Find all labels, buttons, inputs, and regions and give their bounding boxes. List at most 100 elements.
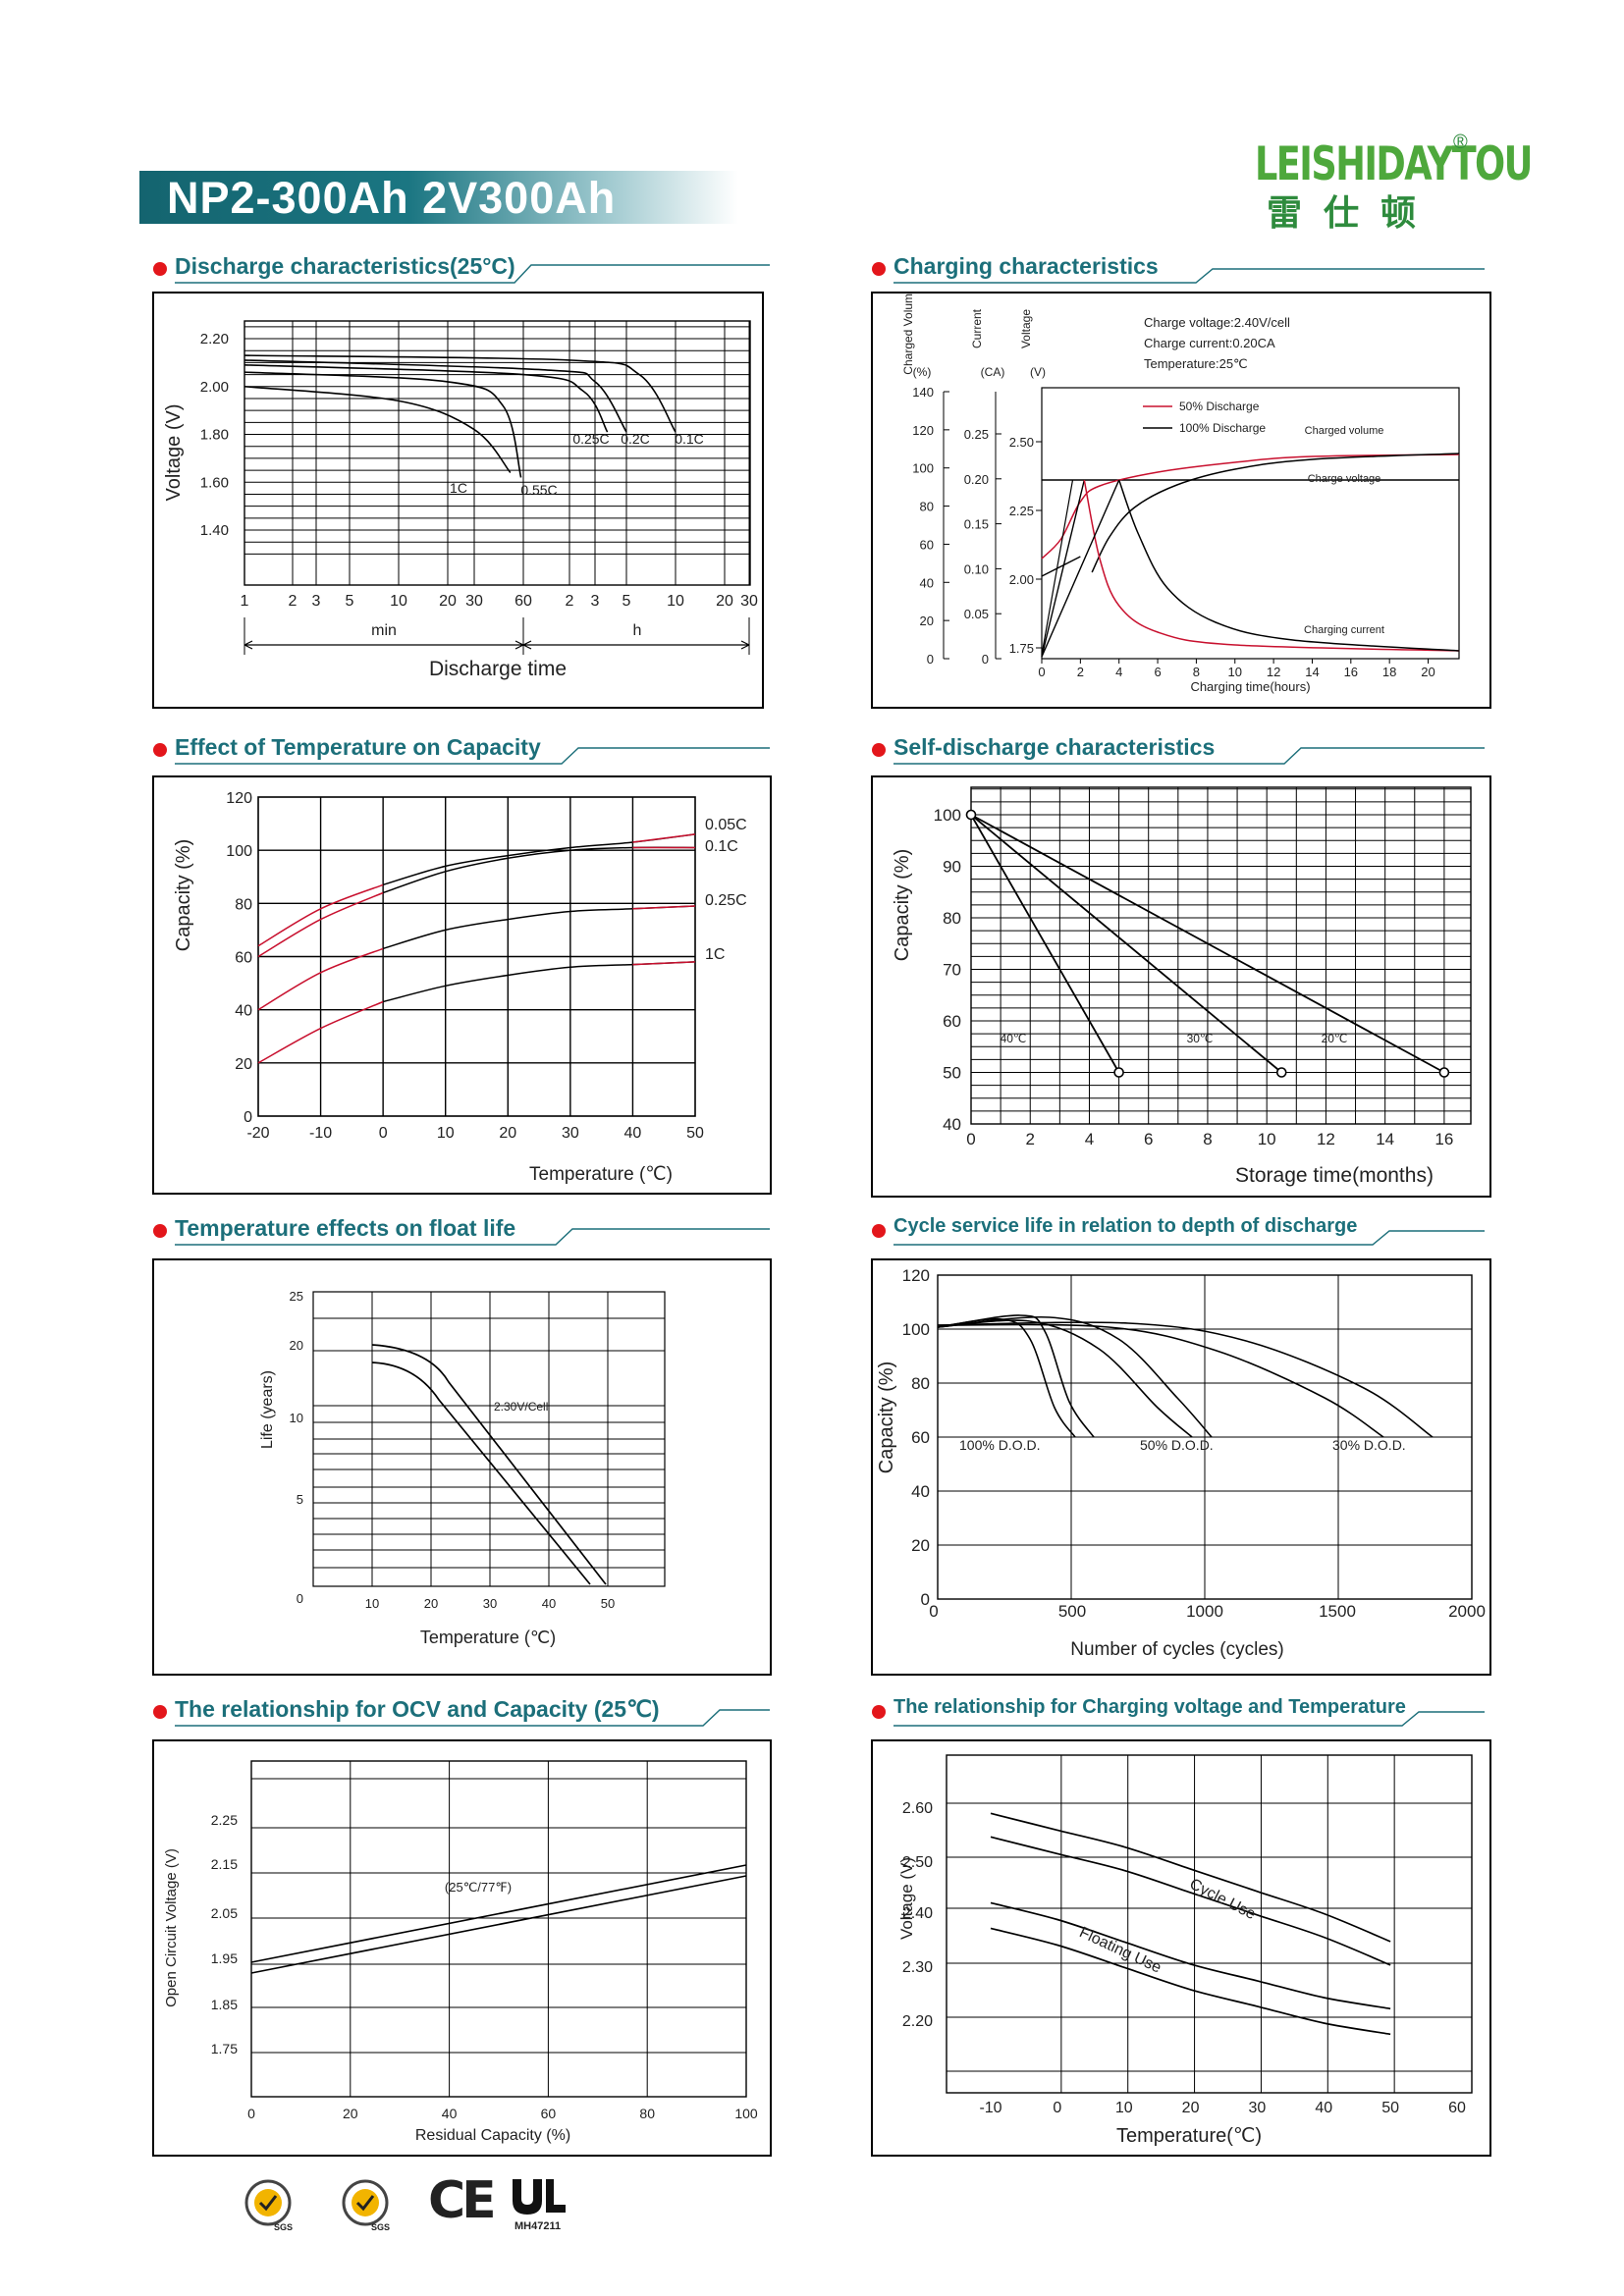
axis-title-charged-volume: Charged Volume: [901, 294, 915, 375]
y-tick-label: 2.25: [211, 1812, 238, 1828]
section-underline: [893, 1711, 1485, 1727]
series-line: [244, 385, 512, 474]
x-tick-label: 1500: [1319, 1602, 1356, 1621]
series-label: 0.1C: [675, 431, 704, 447]
x-tick-label: 20: [1421, 665, 1435, 679]
data-point: [965, 809, 977, 821]
y-tick-label: 80: [235, 896, 252, 913]
series-line: [382, 961, 696, 1003]
x-tick-label: 8: [1193, 665, 1200, 679]
x-tick-label: -10: [309, 1125, 332, 1142]
y-tick-label: 70: [943, 961, 961, 980]
series-label: Cycle Use: [1187, 1876, 1259, 1923]
section-header-cycle-life: Cycle service life in relation to depth …: [872, 1215, 1490, 1246]
x-tick-label: 20: [1182, 2100, 1200, 2116]
x-axis-title: Number of cycles (cycles): [1070, 1639, 1284, 1660]
section-underline: [175, 1228, 770, 1246]
x-tick-label: 80: [639, 2106, 655, 2121]
x-tick-label: 14: [1376, 1130, 1394, 1148]
series-line: [970, 814, 1445, 1074]
x-tick-label: 50: [686, 1125, 704, 1142]
y-tick-label: 20: [235, 1056, 252, 1073]
x-tick-label: -10: [979, 2100, 1001, 2116]
ocv-line-upper: [250, 1864, 747, 1963]
y-tick-label: 0.20: [964, 472, 989, 487]
brand-logo: LEISHIDAYTOU: [1255, 137, 1533, 191]
y-tick-label: 0.25: [964, 427, 989, 442]
chart-charging: Charged Volume Current Voltage (%) (CA) (V) 14…: [871, 292, 1491, 709]
y-tick-label: 2.15: [211, 1856, 238, 1872]
series-label: 1C: [450, 480, 467, 496]
series-line: [244, 364, 609, 433]
y-tick-label: 120: [226, 790, 252, 807]
x-tick-label: 16: [1435, 1130, 1453, 1148]
y-tick-label: 0: [297, 1591, 303, 1606]
floating-use-line-upper: [990, 1901, 1391, 2010]
cycle-use-line-upper: [990, 1812, 1391, 1943]
series-line: [937, 1323, 1384, 1438]
series-line: [244, 359, 627, 433]
chart-float-life: 10 20 30 40 50 25 20 10 5 0 Temperature (℃) Life (y…: [152, 1258, 772, 1676]
x-group-label: min: [371, 622, 397, 639]
y-tick-label: 2.40: [902, 1905, 933, 1922]
charging-current-rise: [1041, 479, 1085, 658]
series-line: [937, 1314, 1095, 1438]
chart-note: Temperature:25℃: [1144, 356, 1248, 371]
x-tick-label: 3: [591, 593, 600, 610]
curve-annotation: 2.30V/Cell: [494, 1400, 548, 1414]
x-tick-label: 14: [1305, 665, 1319, 679]
y-tick-label: 80: [943, 909, 961, 928]
plot-area: [946, 1754, 1473, 2094]
y-tick-label: 2.25: [1009, 504, 1034, 518]
series-label: 0.25C: [572, 431, 609, 447]
section-underline: [175, 1709, 770, 1727]
y-tick-label: 40: [235, 1003, 252, 1020]
x-tick-label: 4: [1115, 665, 1122, 679]
x-tick-label: 30: [465, 593, 483, 610]
chart-ocv: 0 20 40 60 80 100 2.25 2.15 2.05 1.95 1.85 1.75 Resi…: [152, 1739, 772, 2157]
series-label: 0.25C: [705, 892, 747, 909]
y-tick-label: 40: [943, 1115, 961, 1134]
series-line: [244, 354, 677, 433]
section-header-float-life: Temperature effects on float life: [153, 1215, 772, 1246]
sgs-label: SGS: [371, 2222, 390, 2232]
y-tick-label: 60: [943, 1012, 961, 1031]
series-label: 50% D.O.D.: [1140, 1437, 1214, 1453]
y-tick-label: 2.50: [902, 1854, 933, 1871]
x-tick-label: 20: [716, 593, 733, 610]
curve-label: Charge voltage: [1308, 473, 1381, 485]
series-line: [970, 814, 1120, 1073]
sgs-certification-icon: SGS: [241, 2177, 299, 2237]
y-tick-label: 2.20: [902, 2013, 933, 2030]
y-tick-label: 20: [920, 614, 934, 628]
x-tick-label: 60: [541, 2106, 557, 2121]
y-tick-label: 2.60: [902, 1800, 933, 1817]
y-tick-label: 0.10: [964, 561, 989, 576]
series-label: 0.05C: [705, 817, 747, 833]
section-underline: [893, 268, 1485, 284]
series-label: 1C: [705, 946, 725, 963]
ul-mark-icon: MH47211: [509, 2173, 571, 2237]
axis-unit: (CA): [981, 365, 1005, 379]
y-tick-label: 20: [290, 1338, 303, 1353]
chart-note: Charge current:0.20CA: [1144, 336, 1275, 350]
x-tick-label: 20: [439, 593, 457, 610]
x-tick-label: 20: [499, 1125, 516, 1142]
section-header-charging-voltage: The relationship for Charging voltage an…: [872, 1696, 1490, 1727]
section-underline: [175, 747, 770, 765]
series-line-cold: [257, 947, 384, 1011]
axis-unit: (%): [913, 365, 932, 379]
x-axis-title: Temperature (℃): [529, 1164, 673, 1185]
x-tick-label: 2000: [1448, 1602, 1486, 1621]
x-tick-label: 0: [966, 1130, 975, 1148]
x-tick-label: 50: [1381, 2100, 1399, 2116]
section-header-discharge: Discharge characteristics(25°C): [153, 253, 772, 284]
y-tick-label: 2.00: [200, 379, 229, 396]
section-underline: [893, 747, 1485, 765]
x-tick-label: 5: [623, 593, 631, 610]
x-tick-label: 12: [1317, 1130, 1335, 1148]
x-tick-label: 0: [379, 1125, 388, 1142]
axis-title-current: Current: [970, 308, 984, 348]
y-axis-title: Voltage (V): [163, 404, 185, 502]
x-tick-label: 6: [1154, 665, 1161, 679]
